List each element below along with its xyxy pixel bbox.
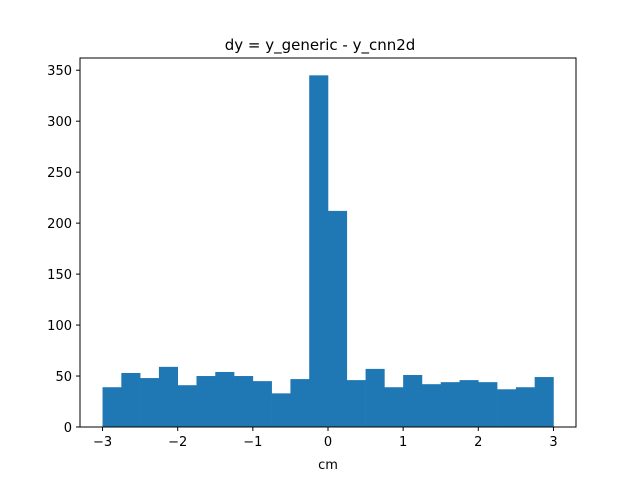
x-tick-label: 2	[474, 435, 482, 450]
histogram-bar	[215, 371, 235, 427]
histogram-bar	[478, 382, 498, 427]
histogram-bar	[196, 376, 216, 427]
histogram-bar	[252, 381, 272, 427]
histogram-bar	[515, 387, 535, 427]
y-tick-label: 50	[55, 370, 72, 385]
y-tick-label: 300	[47, 115, 72, 130]
histogram-bar	[534, 377, 554, 427]
chart-title: dy = y_generic - y_cnn2d	[225, 36, 416, 55]
histogram-bar	[177, 385, 197, 427]
x-tick-label: 3	[549, 435, 557, 450]
x-tick-label: −1	[243, 435, 262, 450]
x-tick-label: 0	[324, 435, 332, 450]
histogram-bar	[497, 389, 517, 427]
histogram-bar	[346, 380, 366, 427]
histogram-bar	[271, 393, 291, 427]
histogram-bar	[140, 378, 160, 427]
y-tick-label: 0	[64, 421, 72, 436]
histogram-bar	[384, 387, 404, 427]
y-tick-label: 350	[47, 64, 72, 79]
histogram-bars	[102, 75, 554, 427]
x-tick-label: 1	[399, 435, 407, 450]
y-tick-label: 150	[47, 268, 72, 283]
histogram-bar	[290, 379, 310, 427]
x-axis-label: cm	[318, 458, 338, 473]
histogram-bar	[234, 376, 254, 427]
y-tick-label: 200	[47, 217, 72, 232]
histogram-bar	[309, 75, 329, 427]
histogram-bar	[459, 380, 479, 427]
histogram-bar	[121, 372, 141, 427]
histogram-bar	[421, 384, 442, 427]
x-tick-label: −2	[168, 435, 187, 450]
histogram-bar	[328, 210, 348, 427]
histogram-bar	[102, 387, 122, 427]
x-axis-ticks: −3 −2 −1 0 1 2 3	[93, 427, 558, 450]
histogram-bar	[440, 382, 460, 427]
y-tick-label: 100	[47, 319, 72, 334]
histogram-bar	[403, 375, 423, 427]
histogram-bar	[158, 366, 178, 427]
histogram-bar	[365, 368, 385, 427]
y-axis-ticks: 0 50 100 150 200 250 300 350	[47, 64, 80, 436]
y-tick-label: 250	[47, 166, 72, 181]
x-tick-label: −3	[93, 435, 112, 450]
